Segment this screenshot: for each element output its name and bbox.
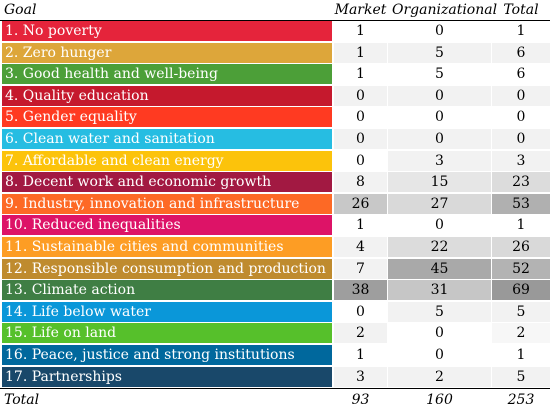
goal-label: 1. No poverty [2, 21, 332, 41]
footer-rule [0, 388, 550, 389]
market-cell: 1 [334, 21, 387, 41]
goal-label: 5. Gender equality [2, 107, 332, 128]
goal-label: 11. Sustainable cities and communities [2, 237, 332, 257]
table-row: 10. Reduced inequalities 1 0 1 [0, 215, 550, 236]
table-row: 4. Quality education 0 0 0 [0, 85, 550, 107]
goal-label: 2. Zero hunger [2, 42, 332, 63]
table-row: 13. Climate action 38 31 69 [0, 280, 550, 301]
total-cell: 23 [492, 172, 550, 193]
header-market: Market [334, 2, 387, 18]
table-row: 5. Gender equality 0 0 0 [0, 107, 550, 128]
table-row: 9. Industry, innovation and infrastructu… [0, 193, 550, 215]
table-row: 17. Partnerships 3 2 5 [0, 366, 550, 388]
organizational-cell: 31 [388, 280, 491, 301]
organizational-cell: 3 [388, 150, 491, 171]
market-cell: 4 [334, 237, 387, 257]
organizational-cell: 5 [388, 301, 491, 322]
header-goal: Goal [4, 2, 37, 18]
organizational-cell: 45 [388, 258, 491, 279]
total-cell: 52 [492, 258, 550, 279]
organizational-cell: 5 [388, 42, 491, 63]
table-row: 15. Life on land 2 0 2 [0, 323, 550, 344]
table-row: 12. Responsible consumption and producti… [0, 258, 550, 280]
market-cell: 8 [334, 172, 387, 193]
organizational-cell: 0 [388, 215, 491, 236]
goal-label: 8. Decent work and economic growth [2, 172, 332, 193]
organizational-cell: 0 [388, 345, 491, 365]
table-row: 8. Decent work and economic growth 8 15 23 [0, 172, 550, 193]
organizational-cell: 27 [388, 193, 491, 214]
table-row: 1. No poverty 1 0 1 [0, 21, 550, 42]
organizational-cell: 2 [388, 366, 491, 387]
total-cell: 53 [492, 193, 550, 214]
goal-label: 16. Peace, justice and strong institutio… [2, 345, 332, 365]
organizational-cell: 5 [388, 64, 491, 85]
market-cell: 1 [334, 64, 387, 85]
market-cell: 26 [334, 193, 387, 214]
goal-label: 17. Partnerships [2, 366, 332, 387]
organizational-cell: 22 [388, 237, 491, 257]
market-cell: 0 [334, 129, 387, 149]
total-cell: 69 [492, 280, 550, 301]
table-row: 2. Zero hunger 1 5 6 [0, 42, 550, 64]
header-organizational: Organizational [392, 2, 498, 18]
table-header: Goal Market Organizational Total [0, 0, 550, 20]
market-cell: 3 [334, 366, 387, 387]
market-cell: 0 [334, 301, 387, 322]
total-cell: 0 [492, 129, 550, 149]
market-cell: 2 [334, 323, 387, 344]
table-row: 14. Life below water 0 5 5 [0, 301, 550, 323]
total-market: 93 [351, 392, 370, 408]
market-cell: 0 [334, 107, 387, 128]
goal-label: 13. Climate action [2, 280, 332, 301]
market-cell: 1 [334, 42, 387, 63]
market-cell: 0 [334, 85, 387, 106]
total-cell: 5 [492, 301, 550, 322]
total-label: Total [4, 392, 40, 408]
total-cell: 6 [492, 64, 550, 85]
header-rule [0, 20, 550, 21]
market-cell: 0 [334, 150, 387, 171]
total-total: 253 [507, 392, 535, 408]
total-cell: 26 [492, 237, 550, 257]
goal-label: 4. Quality education [2, 85, 332, 106]
organizational-cell: 0 [388, 129, 491, 149]
total-cell: 1 [492, 345, 550, 365]
goal-label: 7. Affordable and clean energy [2, 150, 332, 171]
total-cell: 3 [492, 150, 550, 171]
organizational-cell: 15 [388, 172, 491, 193]
total-cell: 1 [492, 21, 550, 41]
table-row: 6. Clean water and sanitation 0 0 0 [0, 129, 550, 150]
goal-label: 3. Good health and well-being [2, 64, 332, 85]
goal-label: 14. Life below water [2, 301, 332, 322]
total-cell: 2 [492, 323, 550, 344]
table-row: 16. Peace, justice and strong institutio… [0, 345, 550, 366]
goal-label: 12. Responsible consumption and producti… [2, 258, 332, 279]
table-row: 7. Affordable and clean energy 0 3 3 [0, 150, 550, 172]
organizational-cell: 0 [388, 323, 491, 344]
market-cell: 1 [334, 215, 387, 236]
goal-label: 10. Reduced inequalities [2, 215, 332, 236]
market-cell: 38 [334, 280, 387, 301]
total-cell: 0 [492, 85, 550, 106]
total-cell: 5 [492, 366, 550, 387]
organizational-cell: 0 [388, 107, 491, 128]
table-row: 11. Sustainable cities and communities 4 2… [0, 237, 550, 258]
goal-label: 15. Life on land [2, 323, 332, 344]
market-cell: 7 [334, 258, 387, 279]
goal-label: 9. Industry, innovation and infrastructu… [2, 193, 332, 214]
goal-label: 6. Clean water and sanitation [2, 129, 332, 149]
organizational-cell: 0 [388, 21, 491, 41]
organizational-cell: 0 [388, 85, 491, 106]
total-cell: 6 [492, 42, 550, 63]
market-cell: 1 [334, 345, 387, 365]
total-organizational: 160 [426, 392, 453, 408]
total-cell: 0 [492, 107, 550, 128]
header-total: Total [503, 2, 539, 18]
table-row: 3. Good health and well-being 1 5 6 [0, 64, 550, 85]
total-row: Total 93 160 253 [0, 390, 550, 410]
total-cell: 1 [492, 215, 550, 236]
